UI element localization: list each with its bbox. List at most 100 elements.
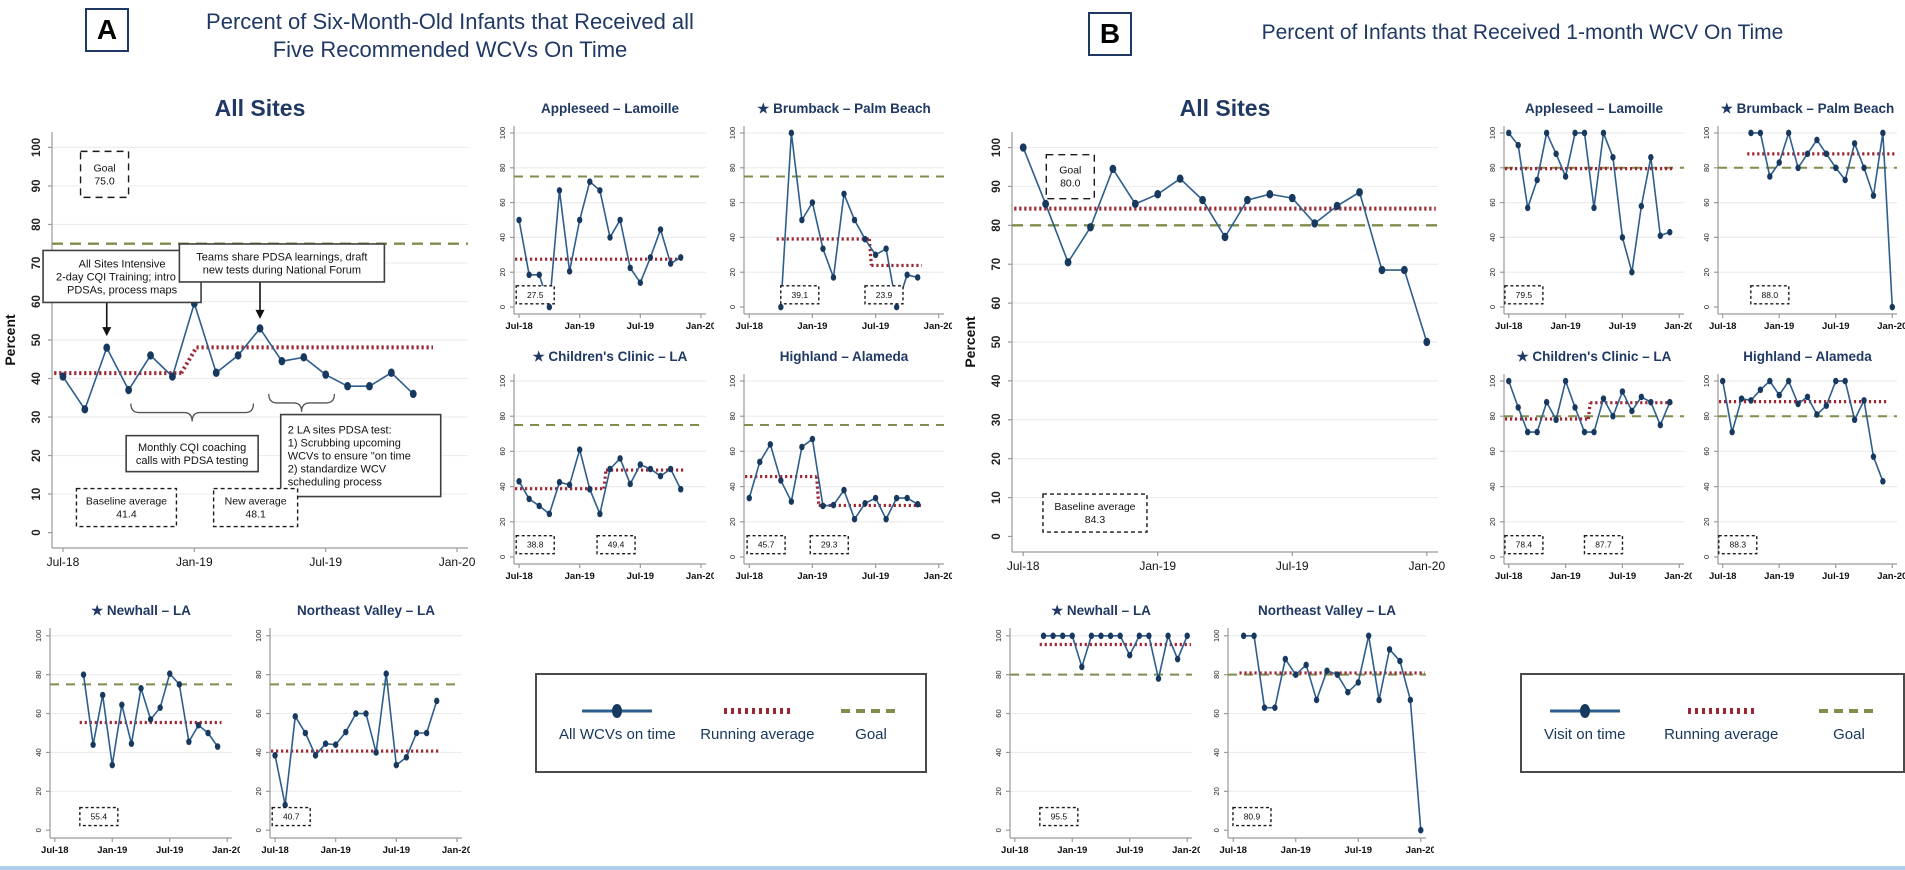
svg-text:Jan-20: Jan-20	[1408, 559, 1445, 573]
svg-text:2-day CQI Training; intro to: 2-day CQI Training; intro to	[56, 271, 188, 283]
svg-text:2 LA sites PDSA test:: 2 LA sites PDSA test:	[288, 425, 392, 437]
svg-text:60: 60	[728, 447, 737, 455]
svg-text:50: 50	[31, 334, 43, 347]
svg-text:Jul-19: Jul-19	[1822, 321, 1849, 332]
svg-text:88.0: 88.0	[1762, 290, 1779, 300]
svg-text:20: 20	[991, 452, 1003, 465]
svg-text:0: 0	[994, 828, 1003, 832]
svg-text:0: 0	[1488, 555, 1497, 559]
svg-text:Jan-19: Jan-19	[97, 845, 127, 856]
svg-text:40: 40	[34, 748, 43, 756]
svg-text:80: 80	[254, 670, 263, 678]
svg-text:★ Brumback – Palm Beach: ★ Brumback – Palm Beach	[1721, 101, 1894, 116]
svg-text:41.4: 41.4	[116, 509, 137, 521]
svg-text:20: 20	[254, 787, 263, 795]
svg-text:84.3: 84.3	[1085, 514, 1106, 526]
panel-b-label: B	[1088, 12, 1132, 56]
svg-text:Jul-19: Jul-19	[1276, 559, 1309, 573]
svg-text:90: 90	[991, 180, 1003, 193]
svg-text:Jul-19: Jul-19	[1822, 571, 1849, 582]
chart-b_all_sites: 0 10 20 30 40 50 60 70 80 90 100 Jul-18 Jan-19 Jul-19…	[962, 96, 1450, 586]
chart-b_childrens: 0 20 40 60 80 100 Jul-18 Jan-19 Jul-19 Jan-20 ★ Ch…	[1480, 348, 1692, 590]
chart-b_appleseed: 0 20 40 60 80 100 Jul-18 Jan-19 Jul-19 Jan-20 Appl…	[1480, 100, 1692, 340]
svg-text:Highland – Alameda: Highland – Alameda	[1743, 349, 1872, 364]
svg-text:calls with PDSA testing: calls with PDSA testing	[136, 455, 249, 467]
svg-text:45.7: 45.7	[758, 540, 775, 550]
svg-text:Baseline average: Baseline average	[86, 496, 167, 508]
svg-text:40: 40	[1488, 482, 1497, 490]
svg-text:★ Children's Clinic – LA: ★ Children's Clinic – LA	[533, 349, 688, 364]
svg-text:80: 80	[1212, 670, 1221, 678]
svg-text:80: 80	[1488, 164, 1497, 172]
svg-text:Goal: Goal	[93, 162, 115, 174]
svg-text:Jan-19: Jan-19	[565, 321, 595, 332]
bottom-border	[0, 866, 1905, 870]
svg-text:Jul-19: Jul-19	[1609, 571, 1636, 582]
svg-text:40: 40	[254, 748, 263, 756]
svg-text:0: 0	[34, 828, 43, 832]
svg-text:Jul-18: Jul-18	[736, 571, 763, 582]
svg-text:Jul-19: Jul-19	[627, 321, 654, 332]
svg-text:49.4: 49.4	[608, 540, 625, 550]
svg-text:10: 10	[991, 491, 1003, 504]
svg-text:0: 0	[1702, 305, 1711, 309]
svg-text:Percent: Percent	[2, 314, 18, 366]
chart-b_highland: 0 20 40 60 80 100 Jul-18 Jan-19 Jul-19 Jan-20 High…	[1694, 348, 1905, 590]
svg-text:Jul-18: Jul-18	[1709, 571, 1736, 582]
svg-text:Appleseed – Lamoille: Appleseed – Lamoille	[541, 101, 680, 116]
svg-text:new tests during National Foru: new tests during National Forum	[203, 264, 361, 276]
svg-text:20: 20	[31, 449, 43, 462]
svg-text:80: 80	[498, 164, 507, 172]
svg-text:20: 20	[498, 268, 507, 276]
svg-text:100: 100	[31, 138, 43, 157]
svg-text:0: 0	[254, 828, 263, 832]
svg-text:100: 100	[1488, 127, 1497, 140]
svg-text:Jul-19: Jul-19	[627, 571, 654, 582]
svg-text:Jan-19: Jan-19	[1551, 571, 1581, 582]
svg-text:60: 60	[1702, 447, 1711, 455]
svg-text:Jul-18: Jul-18	[1007, 559, 1040, 573]
svg-text:Monthly CQI coaching: Monthly CQI coaching	[138, 442, 246, 454]
svg-text:Jan-20: Jan-20	[439, 555, 476, 569]
svg-text:Jul-18: Jul-18	[47, 555, 80, 569]
svg-text:Jan-20: Jan-20	[686, 321, 714, 332]
legend-goal-label: Goal	[855, 726, 887, 743]
svg-text:60: 60	[991, 297, 1003, 310]
panel-a-title-line2: Five Recommended WCVs On Time	[272, 36, 628, 62]
chart-a_brumback: 0 20 40 60 80 100 Jul-18 Jan-19 Jul-19 Jan-20 ★ Br…	[720, 100, 952, 340]
svg-text:100: 100	[1488, 375, 1497, 388]
svg-text:Jul-19: Jul-19	[862, 571, 889, 582]
svg-text:80.9: 80.9	[1244, 812, 1261, 822]
panel-a-label: A	[85, 8, 129, 52]
svg-text:Jan-20: Jan-20	[1664, 321, 1692, 332]
chart-a_highland: 0 20 40 60 80 100 Jul-18 Jan-19 Jul-19 Jan-20 High…	[720, 348, 952, 590]
svg-text:20: 20	[1702, 268, 1711, 276]
svg-text:60: 60	[728, 198, 737, 206]
svg-text:Appleseed – Lamoille: Appleseed – Lamoille	[1525, 101, 1664, 116]
svg-text:80.0: 80.0	[1060, 178, 1081, 190]
svg-text:0: 0	[1488, 305, 1497, 309]
svg-text:All Sites Intensive: All Sites Intensive	[79, 258, 166, 270]
svg-text:100: 100	[34, 630, 43, 643]
svg-text:30: 30	[31, 411, 43, 424]
svg-text:40: 40	[1702, 233, 1711, 241]
svg-text:Highland – Alameda: Highland – Alameda	[780, 349, 909, 364]
svg-text:Jan-20: Jan-20	[212, 845, 240, 856]
svg-text:Northeast Valley – LA: Northeast Valley – LA	[1258, 603, 1396, 618]
svg-text:40: 40	[728, 233, 737, 241]
legend-panel-a: All WCVs on time Running average Goal	[535, 673, 927, 773]
legend-running-label: Running average	[700, 726, 815, 743]
svg-text:Jul-18: Jul-18	[1495, 321, 1522, 332]
svg-text:80: 80	[1702, 412, 1711, 420]
svg-text:0: 0	[31, 529, 43, 535]
svg-text:100: 100	[254, 630, 263, 643]
svg-text:Jan-20: Jan-20	[924, 321, 952, 332]
svg-text:Jan-19: Jan-19	[1551, 321, 1581, 332]
svg-text:scheduling process: scheduling process	[288, 477, 383, 489]
svg-text:60: 60	[994, 709, 1003, 717]
legend-item-series-a: All WCVs on time	[559, 703, 676, 743]
svg-text:60: 60	[498, 447, 507, 455]
svg-text:87.7: 87.7	[1595, 540, 1612, 550]
svg-text:PDSAs, process maps: PDSAs, process maps	[67, 284, 178, 296]
legend-series-label: Visit on time	[1544, 726, 1626, 743]
